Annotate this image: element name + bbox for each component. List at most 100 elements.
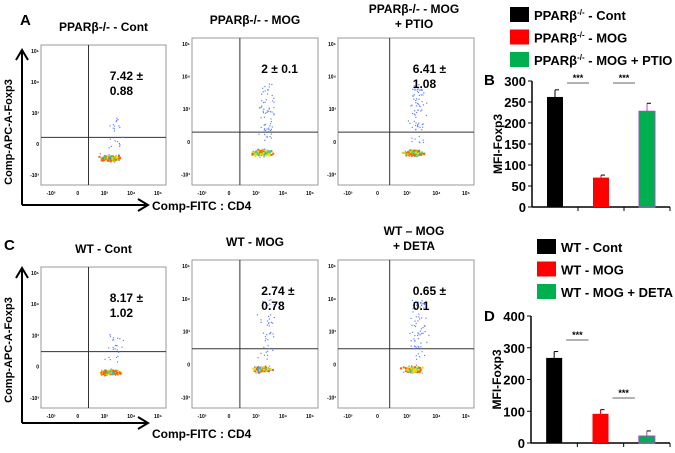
event-dot <box>257 371 260 374</box>
x-tick-label: 10⁴ <box>127 191 136 197</box>
event-dot <box>417 353 419 355</box>
event-dot <box>421 366 424 369</box>
event-dot <box>268 322 270 324</box>
event-dot <box>424 325 426 327</box>
event-dot <box>414 366 417 369</box>
event-dot <box>418 84 420 86</box>
event-dot <box>409 332 411 334</box>
event-dot <box>411 370 414 373</box>
significance-label: *** <box>618 388 629 398</box>
event-dot <box>415 129 417 131</box>
event-dot <box>411 368 414 371</box>
event-dot <box>417 345 419 347</box>
event-dot <box>114 370 117 373</box>
event-dot <box>411 154 414 157</box>
event-dot <box>405 154 408 157</box>
event-dot <box>109 155 111 158</box>
event-dot <box>421 351 423 353</box>
event-dot <box>266 334 268 336</box>
event-dot <box>409 122 411 124</box>
event-dot <box>119 372 122 375</box>
event-dot <box>412 331 414 333</box>
event-dot <box>413 98 415 100</box>
event-dot <box>104 372 107 375</box>
event-dot <box>266 358 268 360</box>
percent-value: 7.42 ± <box>110 69 144 83</box>
y-tick-label: 300 <box>503 341 525 356</box>
event-dot <box>413 325 416 327</box>
flow-plot-frame <box>40 44 167 186</box>
x-tick-label: -10³ <box>344 191 353 197</box>
event-dot <box>261 105 263 107</box>
event-dot <box>270 128 272 130</box>
percent-value: 6.41 ± <box>413 62 447 76</box>
event-dot <box>420 153 423 156</box>
event-dot <box>257 152 260 155</box>
event-dot <box>410 317 412 319</box>
legend-label: WT - MOG + DETA <box>561 285 674 300</box>
y-axis-label: Comp-APC-A-Foxp3 <box>3 297 15 403</box>
event-dot <box>258 107 261 109</box>
event-dot <box>116 141 119 143</box>
event-dot <box>271 369 274 371</box>
event-dot <box>260 126 262 128</box>
event-dot <box>270 133 272 135</box>
event-dot <box>118 154 120 156</box>
event-dot <box>116 344 118 347</box>
legend-label: WT - Cont <box>561 240 623 255</box>
event-dot <box>270 369 272 371</box>
event-dot <box>118 371 121 374</box>
event-dot <box>264 340 266 342</box>
event-dot <box>257 357 259 359</box>
event-dot <box>267 354 269 356</box>
y-tick-label: 10⁴ <box>328 297 337 303</box>
event-dot <box>251 153 254 156</box>
event-dot <box>262 110 264 112</box>
event-dot <box>419 105 421 107</box>
event-dot <box>253 368 256 371</box>
event-dot <box>415 122 417 124</box>
y-tick-label: 10⁵ <box>31 271 40 277</box>
x-tick-label: -10³ <box>47 414 56 420</box>
legend-label: WT - MOG <box>561 263 624 278</box>
x-tick-label: 0 <box>376 414 379 420</box>
event-dot <box>421 101 423 103</box>
event-dot <box>424 331 426 333</box>
event-dot <box>109 334 111 336</box>
event-dot <box>104 369 107 372</box>
event-dot <box>266 110 268 112</box>
panel-label-d: D <box>484 308 495 325</box>
plot-title: WT – MOG <box>384 224 445 238</box>
event-dot <box>422 139 424 141</box>
event-dot <box>419 302 422 304</box>
event-dot <box>407 367 410 370</box>
event-dot <box>421 129 423 131</box>
event-dot <box>421 332 423 335</box>
event-dot <box>423 92 425 94</box>
y-tick-label: 150 <box>504 137 526 152</box>
flow-plot-frame <box>337 259 475 409</box>
event-dot <box>122 339 124 342</box>
event-dot <box>428 334 430 336</box>
event-dot <box>412 372 414 374</box>
event-dot <box>273 113 275 115</box>
event-dot <box>254 366 256 368</box>
event-dot <box>416 152 419 155</box>
event-dot <box>115 120 117 123</box>
event-dot <box>110 145 112 147</box>
event-dot <box>413 85 415 87</box>
bar <box>547 96 563 207</box>
event-dot <box>259 153 262 155</box>
event-dot <box>107 370 110 373</box>
x-tick-label: 10⁴ <box>432 414 441 420</box>
event-dot <box>413 113 415 115</box>
event-dot <box>414 151 417 154</box>
event-dot <box>256 314 258 316</box>
event-dot <box>415 364 418 366</box>
event-dot <box>410 366 413 368</box>
event-dot <box>264 112 266 114</box>
event-dot <box>264 90 266 92</box>
event-dot <box>417 334 419 337</box>
event-dot <box>401 151 404 154</box>
x-tick-label: -10³ <box>47 191 56 197</box>
